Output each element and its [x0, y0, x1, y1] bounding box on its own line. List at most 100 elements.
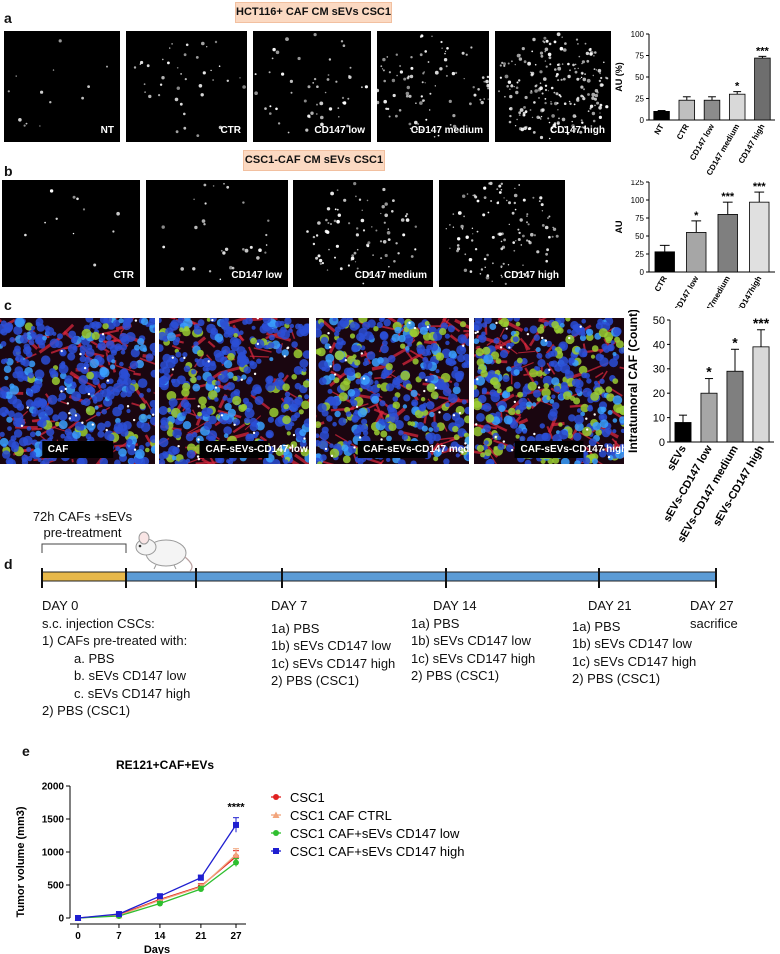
- micrograph-b-ctr: CTR: [2, 180, 140, 287]
- bar: [728, 93, 746, 121]
- mouse-icon: [135, 531, 193, 572]
- y-tick-label: 0: [640, 116, 645, 125]
- data-point: [273, 794, 279, 800]
- x-tick-label: CD147 low: [688, 122, 716, 162]
- y-tick-label: 500: [47, 881, 64, 892]
- timeline-day-21: DAY 21 1a) PBS 1b) sEVs CD147 low 1c) sE…: [572, 598, 697, 686]
- y-tick-label: 25: [635, 250, 644, 259]
- y-tick-label: 75: [635, 51, 644, 60]
- y-tick-label: 50: [653, 315, 665, 327]
- significance-label: ***: [753, 315, 770, 331]
- x-tick-label: 14: [154, 931, 166, 942]
- y-tick-label: 25: [635, 94, 644, 103]
- significance-label: *: [706, 364, 712, 380]
- significance-label: *: [735, 81, 740, 93]
- y-axis-label: AU: [614, 221, 624, 234]
- y-tick-label: 2000: [42, 782, 65, 793]
- micrograph-a-ctr: CTR: [126, 31, 247, 142]
- legend-label: CSC1 CAF+sEVs CD147 high: [290, 844, 465, 859]
- fluorescence-image-medium: CAF-sEVs-CD147 medium: [316, 318, 469, 464]
- y-tick-label: 1500: [42, 815, 65, 826]
- series-line: [77, 862, 237, 919]
- data-point: [156, 893, 163, 900]
- significance-label: ***: [721, 191, 735, 203]
- fluorescence-image-high: CAF-sEVs-CD147 high: [474, 318, 624, 464]
- y-axis-label: Intratumoral CAF (Count): [626, 310, 640, 453]
- y-tick-label: 0: [58, 914, 64, 925]
- y-tick-label: 125: [631, 180, 645, 187]
- micrograph-b-low: CD147 low: [146, 180, 288, 287]
- data-point: [233, 821, 239, 828]
- x-tick-label: CD147 low: [672, 274, 700, 308]
- x-tick-label: NT: [653, 122, 666, 136]
- data-point: [273, 848, 279, 854]
- x-tick-label: CD147medium: [696, 275, 732, 309]
- y-tick-label: 0: [640, 268, 645, 277]
- micrograph-a-low: CD147 low: [253, 31, 371, 142]
- panel-b-banner: CSC1-CAF CM sEVs CSC1: [243, 150, 385, 171]
- data-point: [197, 885, 204, 892]
- y-tick-label: 50: [635, 73, 644, 82]
- legend-label: CSC1 CAF CTRL: [290, 808, 392, 823]
- fluorescence-image-low: CAF-sEVs-CD147 low: [159, 318, 309, 464]
- x-tick-label: CTR: [653, 274, 669, 293]
- y-tick-label: 50: [635, 232, 644, 241]
- legend-label: CSC1 CAF+sEVs CD147 low: [290, 826, 460, 841]
- x-tick-label: CTR: [675, 122, 691, 141]
- panel-a-banner: HCT116+ CAF CM sEVs CSC1: [235, 2, 392, 23]
- bar: [717, 214, 738, 273]
- timeline-bar: [41, 568, 717, 588]
- x-tick-label: CD147 high: [737, 122, 767, 165]
- significance-label: ***: [756, 45, 770, 57]
- data-point: [232, 851, 240, 858]
- panel-d-label: d: [4, 556, 13, 572]
- bar: [703, 99, 721, 121]
- y-tick-label: 100: [631, 30, 645, 39]
- x-axis-label: Days: [144, 944, 170, 954]
- x-tick-label: 27: [230, 931, 242, 942]
- bar: [752, 346, 770, 443]
- panel-a-label: a: [4, 10, 12, 26]
- x-tick-label: CD147high: [735, 274, 764, 308]
- timeline-day-0: DAY 0 s.c. injection CSCs: 1) CAFs pre-t…: [42, 598, 191, 718]
- micrograph-a-high: CD147 high: [495, 31, 611, 142]
- y-tick-label: 10: [653, 412, 665, 424]
- timeline-day-14: DAY 14 1a) PBS 1b) sEVs CD147 low 1c) sE…: [411, 598, 536, 683]
- panel-c-label: c: [4, 297, 12, 313]
- timeline-day-7: DAY 7 1a) PBS 1b) sEVs CD147 low 1c) sEV…: [271, 598, 396, 688]
- significance-label: ***: [753, 181, 767, 193]
- x-tick-label: 7: [116, 931, 122, 942]
- bar: [654, 251, 675, 273]
- y-tick-label: 0: [659, 437, 665, 449]
- x-tick-label: 0: [75, 931, 81, 942]
- bar: [749, 201, 770, 273]
- y-axis-label: Tumor volume (mm3): [15, 806, 27, 917]
- y-tick-label: 40: [653, 339, 665, 351]
- bar: [653, 111, 670, 121]
- bar-chart-b: 0 25 50 75 100 125 AU CTR * CD147 low *** CD147medi…: [614, 180, 775, 309]
- significance-label: ****: [227, 801, 245, 813]
- legend-label: CSC1: [290, 790, 325, 805]
- y-tick-label: 100: [631, 196, 645, 205]
- micrograph-b-high: CD147 high: [439, 180, 565, 287]
- y-tick-label: 20: [653, 388, 665, 400]
- panel-e-label: e: [22, 743, 30, 759]
- data-point: [115, 911, 122, 918]
- fluorescence-image-caf: CAF: [0, 318, 155, 464]
- pretreatment-bracket: [41, 543, 127, 553]
- bar: [726, 370, 744, 443]
- significance-label: *: [732, 334, 738, 350]
- panel-b-label: b: [4, 163, 13, 179]
- data-point: [233, 859, 239, 866]
- data-point: [75, 915, 81, 921]
- bar-chart-c: 0 10 20 30 40 50 Intratumoral CAF (Count) sEVs *…: [626, 310, 774, 545]
- micrograph-b-medium: CD147 medium: [293, 180, 433, 287]
- pretreatment-label: 72h CAFs +sEVs pre-treatment: [32, 509, 133, 540]
- series-line: [77, 854, 237, 919]
- y-tick-label: 30: [653, 364, 665, 376]
- bar: [686, 232, 707, 273]
- y-tick-label: 75: [635, 214, 644, 223]
- line-chart-e: RE121+CAF+EVs 0 500 1000 1500 2000 0 7 14 21 27 Day…: [15, 758, 465, 954]
- micrograph-a-nt: NT: [4, 31, 120, 142]
